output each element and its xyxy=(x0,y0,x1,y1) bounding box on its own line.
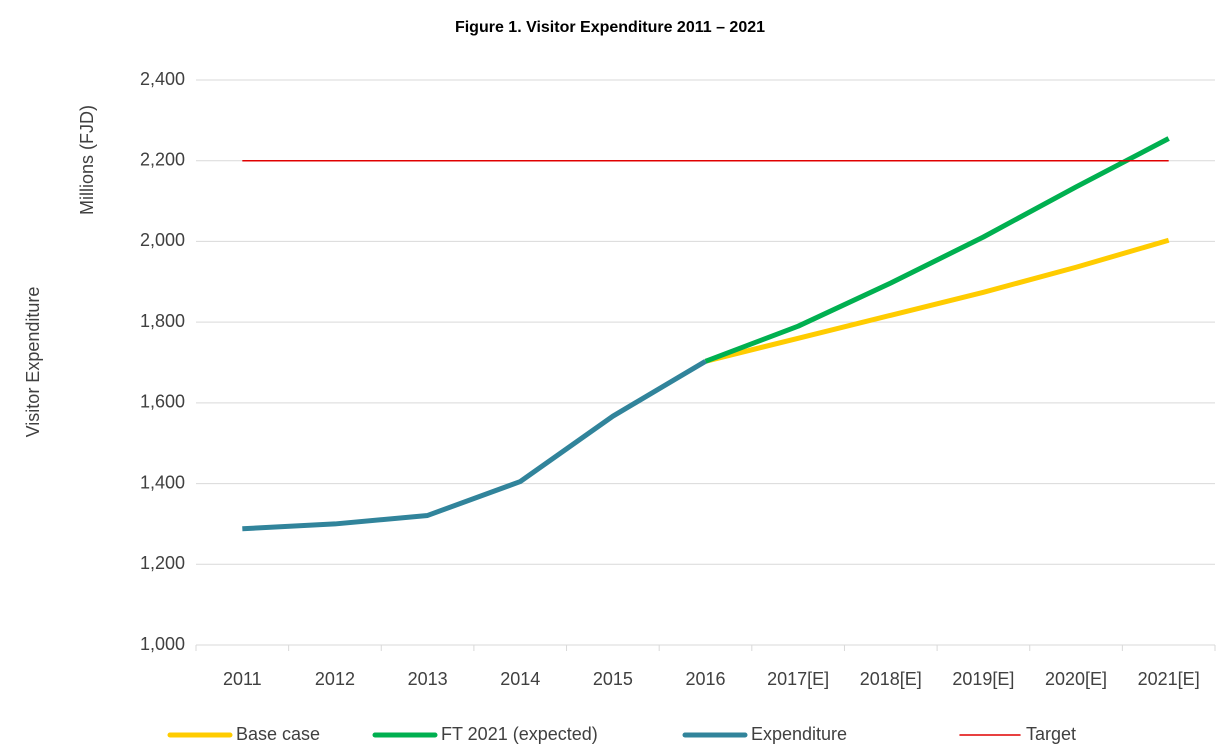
x-tick-label: 2017[E] xyxy=(767,669,829,689)
y-tick-label: 1,400 xyxy=(140,472,185,492)
y-tick-label: 2,000 xyxy=(140,230,185,250)
x-tick-label: 2021[E] xyxy=(1138,669,1200,689)
y-axis-title: Visitor Expenditure xyxy=(23,287,43,438)
series-line xyxy=(704,237,1170,364)
chart-title: Figure 1. Visitor Expenditure 2011 – 202… xyxy=(455,19,765,36)
legend-label: Base case xyxy=(236,724,320,744)
y-axis-unit: Millions (FJD) xyxy=(77,105,97,215)
legend-label: Expenditure xyxy=(751,724,847,744)
x-tick-label: 2011 xyxy=(223,669,262,689)
x-tick-label: 2018[E] xyxy=(860,669,922,689)
legend-label: FT 2021 (expected) xyxy=(441,724,598,744)
y-tick-label: 1,200 xyxy=(140,553,185,573)
series-line xyxy=(242,359,707,532)
y-tick-label: 2,400 xyxy=(140,69,185,89)
x-tick-label: 2012 xyxy=(315,669,355,689)
x-tick-label: 2013 xyxy=(408,669,448,689)
series-line xyxy=(704,136,1170,364)
x-tick-label: 2016 xyxy=(685,669,725,689)
x-tick-label: 2019[E] xyxy=(952,669,1014,689)
y-tick-label: 2,200 xyxy=(140,149,185,169)
x-tick-label: 2020[E] xyxy=(1045,669,1107,689)
y-tick-label: 1,000 xyxy=(140,634,185,654)
x-tick-label: 2015 xyxy=(593,669,633,689)
x-tick-label: 2014 xyxy=(500,669,540,689)
y-tick-label: 1,800 xyxy=(140,311,185,331)
legend-label: Target xyxy=(1026,724,1076,744)
y-tick-label: 1,600 xyxy=(140,392,185,412)
